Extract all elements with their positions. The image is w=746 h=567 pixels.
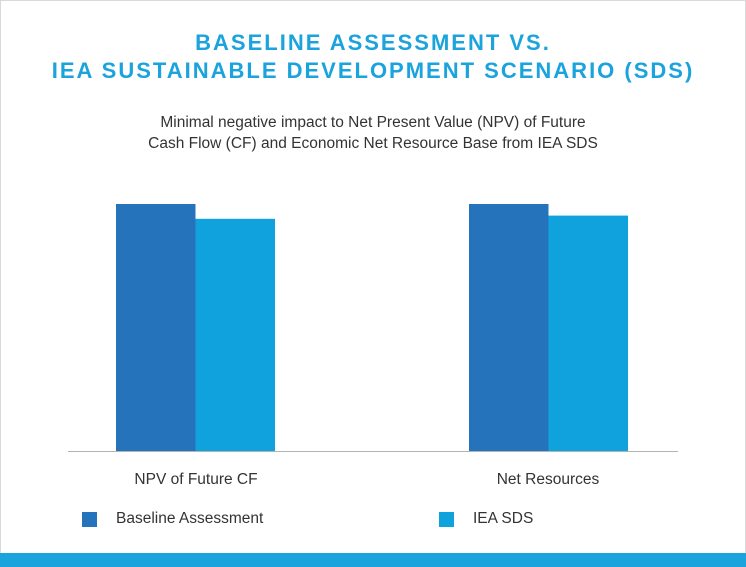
chart-subtitle-line-2: Cash Flow (CF) and Economic Net Resource… [148, 135, 598, 152]
legend-swatch-baseline [82, 511, 97, 527]
bar-baseline-npv [116, 204, 196, 451]
legend-label-baseline: Baseline Assessment [116, 510, 264, 527]
chart-title-line-2: IEA SUSTAINABLE DEVELOPMENT SCENARIO (SD… [51, 58, 695, 83]
legend-label-iea-sds: IEA SDS [473, 510, 534, 527]
chart-title-line-1: BASELINE ASSESSMENT VS. [195, 30, 551, 55]
bar-baseline-net-resources [469, 204, 549, 451]
x-tick-label-net-resources: Net Resources [497, 471, 600, 488]
bar-iea-sds-net-resources [548, 215, 628, 451]
legend-item-baseline: Baseline Assessment [82, 510, 263, 528]
x-tick-label-npv: NPV of Future CF [134, 471, 257, 488]
chart-subtitle-line-1: Minimal negative impact to Net Present V… [160, 114, 586, 131]
bar-iea-sds-npv [195, 218, 275, 451]
legend-item-iea-sds: IEA SDS [439, 510, 533, 528]
bottom-accent-band [0, 553, 746, 567]
legend-swatch-iea-sds [439, 511, 454, 527]
